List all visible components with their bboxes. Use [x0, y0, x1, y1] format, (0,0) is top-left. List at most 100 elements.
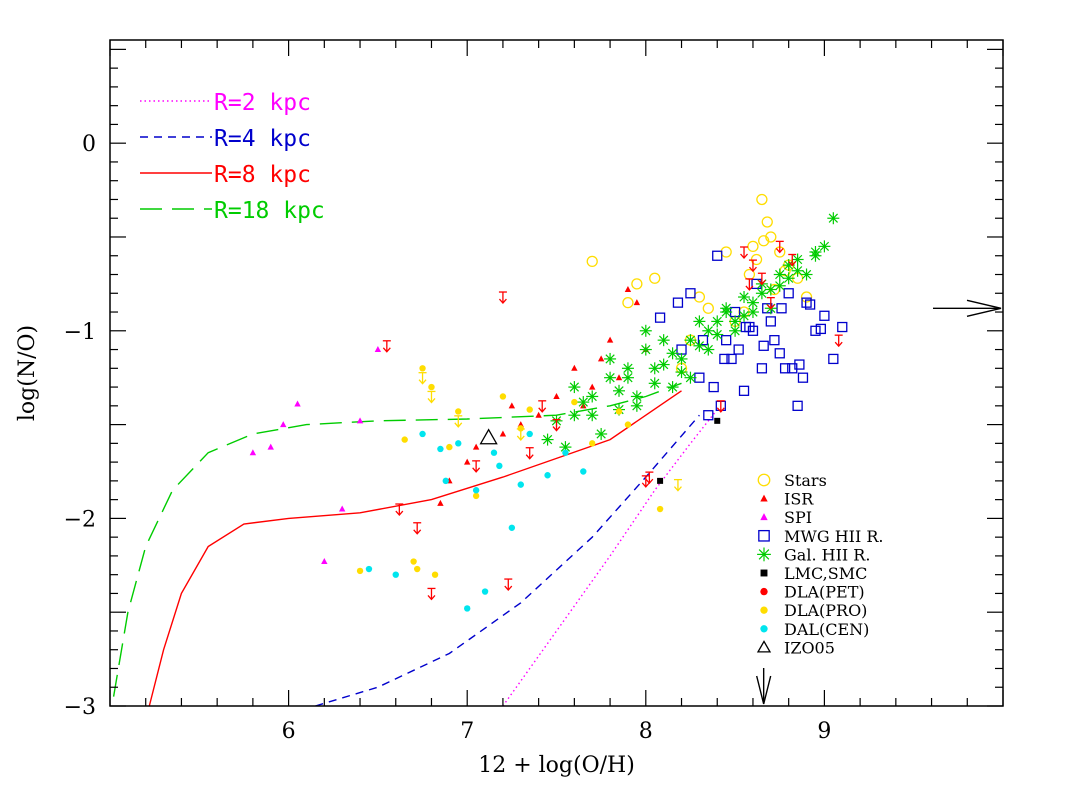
upper-limit-arrow-head	[504, 585, 513, 592]
point-gal-hii-r-	[621, 371, 634, 384]
point-isr	[535, 411, 542, 418]
point-gal-hii-r--stroke	[605, 373, 615, 383]
upper-limit-arrow-yellow	[516, 428, 525, 441]
reference-arrow-y	[933, 299, 1002, 317]
point-gal-hii-r-	[809, 249, 822, 262]
upper-limit-arrow	[641, 475, 650, 488]
point-gal-hii-r--stroke	[605, 354, 615, 364]
point-gal-hii-r--stroke	[766, 284, 776, 295]
curve-r-18-kpc	[112, 382, 682, 697]
legend-label-izo05: IZO05	[784, 638, 835, 657]
point-gal-hii-r--stroke	[819, 241, 830, 252]
point-spi	[267, 443, 274, 450]
point-mwg-hii-r-	[672, 297, 684, 308]
upper-limit-arrow-head	[766, 304, 775, 310]
upper-limit-arrow-head	[395, 510, 404, 517]
point-gal-hii-r-	[639, 343, 652, 356]
x-tick-label: 9	[817, 719, 831, 744]
point-gal-hii-r--stroke	[792, 266, 803, 276]
upper-limit-arrow	[413, 522, 422, 535]
point-gal-hii-r--stroke	[587, 391, 597, 402]
point-isr	[437, 499, 444, 506]
upper-limit-arrow-head	[641, 482, 650, 488]
point-gal-hii-r--stroke	[739, 292, 749, 302]
point-mwg-hii-r-	[779, 363, 791, 374]
legend-label-spi: SPI	[784, 508, 812, 527]
point-gal-hii-r--stroke	[632, 391, 642, 402]
upper-limit-arrow-head	[834, 341, 843, 348]
point-gal-hii-r--stroke	[730, 316, 740, 327]
upper-limit-arrow-yellow	[418, 372, 427, 385]
point-gal-hii-r--stroke	[676, 367, 687, 377]
reference-arrow-head	[755, 675, 772, 705]
upper-limit-arrow	[395, 503, 404, 517]
upper-limit-arrow	[382, 340, 391, 353]
point-spi	[374, 346, 382, 353]
point-gal-hii-r-	[755, 287, 768, 300]
point-gal-hii-r--stroke	[685, 335, 696, 345]
point-gal-hii-r-	[702, 343, 715, 356]
legend-marker-stars	[757, 473, 771, 487]
point-gal-hii-r--stroke	[596, 429, 606, 439]
upper-limit-arrow	[645, 471, 654, 485]
point-gal-hii-r-	[613, 384, 626, 397]
point-gal-hii-r-	[684, 334, 697, 347]
point-dla-pro-	[410, 558, 417, 565]
y-axis-title: log(N/O)	[15, 325, 40, 421]
upper-limit-arrow-head	[552, 426, 561, 432]
legend-marker-izo05	[756, 640, 772, 653]
curve-r-2-kpc	[502, 409, 718, 706]
point-gal-hii-r--stroke	[676, 354, 687, 364]
legend-marker-dal-cen-	[760, 625, 768, 633]
legend-label-r-18-kpc: R=18 kpc	[214, 198, 325, 224]
upper-limit-arrow	[498, 291, 507, 305]
point-gal-hii-r--stroke	[694, 341, 705, 351]
point-gal-hii-r-	[773, 268, 786, 281]
y-tick-label: 0	[82, 132, 96, 157]
point-stars	[720, 246, 732, 258]
point-mwg-hii-r-	[756, 363, 768, 374]
upper-limit-arrow-head	[525, 454, 534, 460]
point-dal-cen-	[508, 524, 516, 531]
legend-marker-dla-pet-	[760, 587, 768, 596]
point-dal-cen-	[481, 588, 489, 595]
point-gal-hii-r--stroke	[578, 397, 588, 407]
upper-limit-arrow	[525, 447, 534, 460]
upper-limit-arrow	[834, 334, 843, 348]
point-isr	[553, 392, 560, 399]
point-mwg-hii-r-	[726, 353, 737, 365]
point-gal-hii-r-	[586, 409, 599, 422]
point-mwg-hii-r-	[654, 312, 666, 323]
point-dal-cen-	[526, 430, 533, 438]
point-gal-hii-r-	[577, 396, 590, 409]
upper-limit-arrow	[745, 278, 754, 291]
point-gal-hii-r-	[541, 433, 554, 446]
upper-limit-arrow	[766, 296, 775, 310]
point-isr	[624, 286, 632, 293]
point-dal-cen-	[490, 449, 498, 456]
point-mwg-hii-r-	[733, 344, 744, 355]
x-axis-title: 12 + log(O/H)	[478, 753, 635, 778]
point-gal-hii-r--stroke	[641, 344, 651, 355]
point-dla-pro-	[455, 408, 462, 415]
x-tick-label: 7	[460, 719, 474, 744]
legend-label-r-8-kpc: R=8 kpc	[214, 162, 311, 188]
legend-label-r-4-kpc: R=4 kpc	[214, 126, 311, 152]
legend-marker-lmc-smc	[760, 569, 768, 577]
point-mwg-hii-r-	[765, 316, 776, 327]
point-gal-hii-r-	[738, 309, 751, 322]
point-gal-hii-r--stroke	[560, 442, 571, 452]
point-gal-hii-r--stroke	[632, 401, 642, 411]
legend-label-lmc-smc: LMC,SMC	[784, 564, 867, 583]
point-dla-pro-	[419, 365, 426, 372]
point-mwg-hii-r-	[776, 303, 787, 314]
point-spi	[280, 421, 287, 428]
point-gal-hii-r--stroke	[775, 281, 785, 291]
point-mwg-hii-r-	[794, 359, 805, 370]
point-dal-cen-	[442, 477, 449, 485]
point-dal-cen-	[464, 605, 471, 612]
point-dal-cen-	[455, 440, 462, 447]
point-mwg-hii-r-	[783, 288, 794, 299]
point-gal-hii-r--stroke	[784, 273, 794, 283]
point-dla-pro-	[571, 398, 578, 406]
